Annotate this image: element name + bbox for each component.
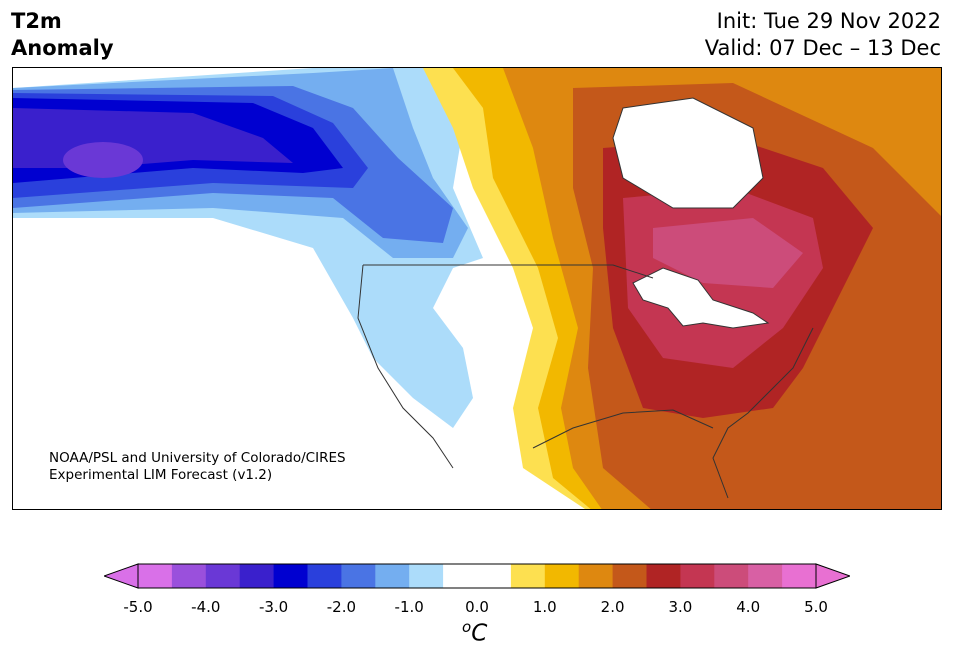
colorbar-cell xyxy=(714,564,749,588)
forecast-dates: Init: Tue 29 Nov 2022 Valid: 07 Dec – 13… xyxy=(705,8,941,62)
valid-range: Valid: 07 Dec – 13 Dec xyxy=(704,36,941,60)
anomaly-map xyxy=(12,67,942,510)
unit-base: C xyxy=(471,620,488,647)
colorbar xyxy=(104,563,850,589)
colorbar-tick-label: 0.0 xyxy=(465,598,489,616)
west-coast xyxy=(357,264,454,469)
colorbar-extend-low xyxy=(104,563,139,589)
title-line-1: T2m xyxy=(11,9,62,33)
gulf-coast xyxy=(532,409,714,449)
east-coast xyxy=(712,327,814,499)
colorbar-cell xyxy=(443,564,478,588)
colorbar-extend-high xyxy=(815,563,850,589)
colorbar-outline xyxy=(137,563,817,589)
colorbar-cell xyxy=(748,564,783,588)
colorbar-tick-label: -2.0 xyxy=(326,598,357,616)
colorbar-cell xyxy=(646,564,681,588)
colorbar-cell xyxy=(612,564,647,588)
colorbar-tick-label: -4.0 xyxy=(191,598,221,616)
unit-superscript: o xyxy=(462,618,472,636)
colorbar-tick-label: 1.0 xyxy=(532,598,557,616)
title-line-2: Anomaly xyxy=(11,36,114,60)
colorbar-tick-label: -5.0 xyxy=(123,598,153,616)
colorbar-tick-label: 2.0 xyxy=(600,598,625,616)
colorbar-cell xyxy=(307,564,342,588)
colorbar-cell xyxy=(680,564,715,588)
colorbar-cell xyxy=(578,564,614,588)
colorbar-cell xyxy=(782,564,817,588)
colorbar-cell xyxy=(375,564,410,588)
colorbar-tick-label: 5.0 xyxy=(804,598,828,616)
map-svg xyxy=(13,68,941,509)
map-title: T2m Anomaly xyxy=(11,8,114,62)
colorbar-tick-label: 4.0 xyxy=(736,598,761,616)
colorbar-cell xyxy=(171,564,207,588)
colorbar-cell xyxy=(477,564,512,588)
contour-cold-core xyxy=(63,142,143,178)
great-lakes xyxy=(632,267,770,329)
init-date: Init: Tue 29 Nov 2022 xyxy=(716,9,941,33)
colorbar-cell xyxy=(239,564,275,588)
colorbar-cell xyxy=(273,564,308,588)
credit-line-1: NOAA/PSL and University of Colorado/CIRE… xyxy=(49,450,346,466)
hudson-bay xyxy=(612,97,764,209)
colorbar-cell xyxy=(205,564,241,588)
colorbar-cell xyxy=(544,564,580,588)
colorbar-tick-label: -3.0 xyxy=(258,598,289,616)
border-us-canada xyxy=(363,264,654,279)
contour-warm-7 xyxy=(653,218,803,288)
credit-line-2: Experimental LIM Forecast (v1.2) xyxy=(49,467,273,483)
colorbar-cell xyxy=(138,564,173,588)
colorbar-cell xyxy=(409,564,444,588)
colorbar-tick-label: -1.0 xyxy=(394,598,424,616)
colorbar-cells xyxy=(138,564,817,588)
colorbar-tick-label: 3.0 xyxy=(668,598,693,616)
unit-label: oC xyxy=(462,618,487,647)
colorbar-cell xyxy=(510,564,546,588)
colorbar-cell xyxy=(341,564,376,588)
credit-text: NOAA/PSL and University of Colorado/CIRE… xyxy=(49,450,346,484)
